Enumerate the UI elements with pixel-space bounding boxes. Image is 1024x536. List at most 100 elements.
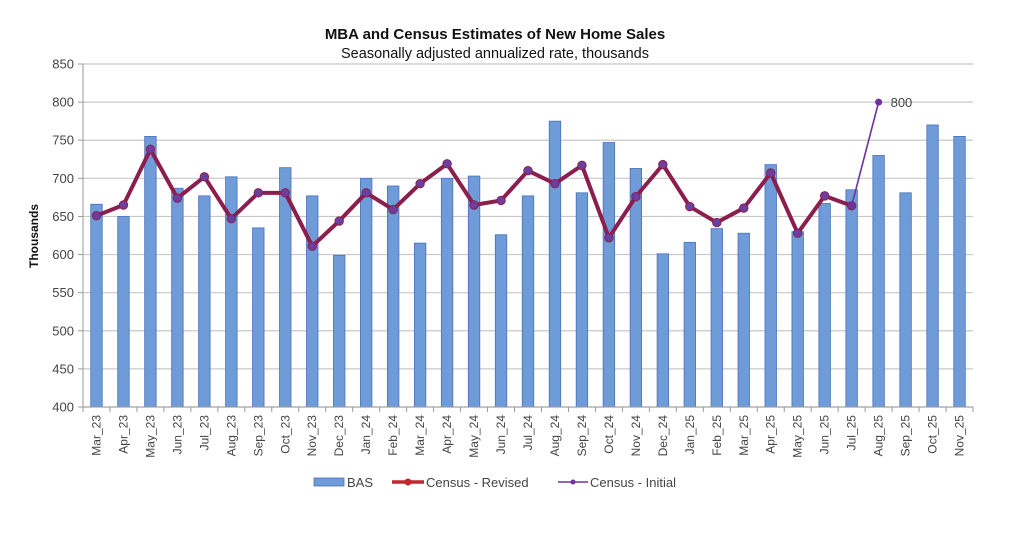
x-tick-label: Oct_25 — [926, 415, 940, 454]
bar-may-23 — [144, 136, 157, 408]
x-tick-label: Aug_24 — [548, 415, 562, 457]
legend-marker-census-revised — [404, 478, 412, 486]
x-tick-label: Jul_25 — [845, 415, 859, 451]
bar-sep-23 — [252, 227, 265, 408]
line-series-census-initial — [848, 98, 883, 210]
bar-dec-24 — [656, 253, 669, 408]
data-point — [199, 172, 210, 182]
x-tick-label: Apr_25 — [764, 415, 778, 454]
legend-label-census-initial: Census - Initial — [590, 475, 676, 490]
bar-feb-24 — [387, 185, 400, 408]
bar-mar-25 — [737, 232, 750, 408]
line-series-census-revised — [91, 144, 857, 251]
legend-label-census-revised: Census - Revised — [426, 475, 529, 490]
bar-feb-25 — [710, 228, 723, 408]
bar-sep-24 — [575, 192, 589, 408]
x-axis-ticks: Mar_23 Apr_23 May_23 Jun_23 Jul_23 Aug_23 Sep_… — [89, 415, 966, 458]
x-tick-label: Apr_24 — [440, 415, 454, 454]
x-tick-label: May_24 — [467, 415, 481, 458]
data-point — [118, 200, 129, 210]
bar-oct-25 — [926, 124, 939, 408]
y-axis-ticks: 400 450 500 550 600 650 700 750 800 850 — [52, 57, 83, 415]
data-point — [253, 188, 264, 198]
x-tick-label: Mar_24 — [413, 415, 427, 456]
data-point — [550, 178, 560, 189]
x-tick-label: Feb_25 — [710, 415, 724, 456]
x-tick-label: Jun_24 — [494, 415, 508, 455]
bar-nov-25 — [953, 136, 966, 408]
data-point — [145, 144, 156, 155]
y-axis-label: Thousands — [27, 204, 41, 268]
data-point — [792, 228, 803, 238]
legend-marker-census-initial — [570, 479, 576, 485]
x-tick-label: Jul_23 — [197, 415, 211, 451]
data-point — [469, 200, 479, 210]
data-point — [388, 204, 398, 215]
x-tick-label: Dec_23 — [332, 415, 346, 457]
x-tick-label: Jan_25 — [683, 415, 697, 455]
data-point — [658, 159, 668, 170]
bar-jun-25 — [818, 203, 831, 408]
x-tick-label: Jan_24 — [359, 415, 373, 455]
x-tick-label: Feb_24 — [386, 415, 400, 456]
x-tick-label: Aug_25 — [872, 415, 886, 457]
data-point — [819, 191, 830, 201]
data-point — [631, 191, 641, 202]
legend: BAS Census - Revised Census - Initial — [313, 475, 676, 490]
data-point — [848, 202, 856, 210]
bar-jan-25 — [683, 241, 696, 408]
y-tick-label: 700 — [52, 171, 74, 186]
chart-subtitle: Seasonally adjusted annualized rate, tho… — [341, 46, 649, 62]
bar-mar-23 — [90, 203, 103, 408]
data-point — [875, 98, 883, 106]
x-tick-label: Oct_23 — [278, 415, 292, 454]
bar-jun-23 — [171, 187, 184, 408]
axes — [82, 64, 974, 412]
data-point — [280, 188, 290, 198]
x-tick-label: Dec_24 — [656, 415, 670, 457]
y-tick-label: 500 — [52, 323, 74, 338]
x-tick-label: Nov_24 — [629, 415, 643, 457]
y-tick-label: 600 — [52, 247, 74, 262]
series-line — [850, 101, 880, 206]
x-tick-label: Nov_25 — [953, 415, 967, 457]
data-point — [685, 201, 695, 212]
bar-may-24 — [467, 175, 481, 408]
data-point — [577, 160, 587, 171]
data-point — [739, 203, 749, 213]
y-tick-label: 400 — [52, 400, 74, 415]
x-tick-label: Oct_24 — [602, 415, 616, 454]
bar-nov-23 — [306, 195, 319, 408]
x-tick-label: Nov_23 — [305, 415, 319, 457]
x-tick-label: Jun_23 — [170, 415, 184, 455]
bar-oct-24 — [602, 142, 616, 408]
bar-jan-24 — [360, 177, 373, 408]
bar-dec-23 — [333, 254, 346, 408]
data-point — [523, 166, 533, 176]
data-point — [604, 233, 614, 243]
x-tick-label: Aug_23 — [224, 415, 238, 457]
x-tick-label: Mar_25 — [737, 415, 751, 456]
x-tick-label: Sep_24 — [575, 415, 589, 457]
bar-may-25 — [791, 231, 804, 408]
data-label: 800 — [891, 95, 913, 110]
y-tick-label: 850 — [52, 57, 74, 72]
bar-jul-23 — [198, 195, 211, 408]
data-point — [226, 214, 237, 224]
bar-jul-25 — [845, 189, 858, 408]
legend-label-bas: BAS — [347, 475, 373, 490]
data-point — [712, 217, 722, 228]
legend-swatch-bas — [313, 477, 345, 487]
y-tick-label: 550 — [52, 285, 74, 300]
annotations: 800 — [891, 95, 913, 110]
x-tick-label: Sep_23 — [251, 415, 265, 457]
data-point — [307, 241, 317, 251]
x-tick-label: Jun_25 — [818, 415, 832, 455]
chart-title: MBA and Census Estimates of New Home Sal… — [325, 26, 665, 43]
data-point — [766, 168, 776, 178]
data-point — [415, 178, 425, 189]
x-tick-label: Sep_25 — [899, 415, 913, 457]
y-tick-label: 750 — [52, 133, 74, 148]
bar-sep-25 — [899, 192, 912, 408]
